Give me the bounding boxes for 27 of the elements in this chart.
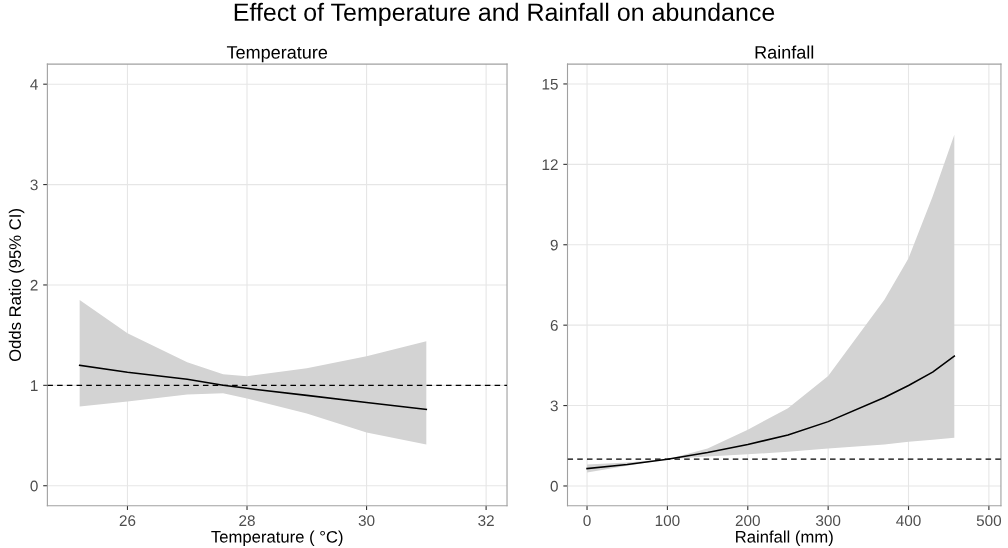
x-axis-title: Temperature ( °C) [211,530,343,546]
y-tick-label: 6 [550,320,558,331]
y-tick-label: 4 [30,79,38,90]
x-tick-label: 32 [478,515,494,527]
chart-subtitle: Rainfall [755,45,814,59]
x-tick-label: 200 [735,515,760,527]
x-tick-label: 500 [976,515,1002,527]
y-tick-label: 9 [550,239,558,251]
y-tick-label: 1 [31,380,38,391]
x-tick-label: 0 [583,515,591,527]
y-tick-label: 3 [30,179,38,191]
x-axis-title: Rainfall (mm) [736,530,833,546]
x-tick-label: 300 [815,515,841,527]
y-axis-title: Odds Ratio (95% CI) [8,209,25,362]
y-tick-label: 15 [542,78,558,90]
y-tick-label: 3 [550,400,558,412]
x-tick-label: 100 [655,515,680,527]
x-tick-label: 30 [358,515,375,527]
x-tick-label: 400 [896,515,921,527]
x-tick-label: 26 [119,515,136,527]
y-tick-label: 0 [550,480,558,492]
x-tick-label: 28 [239,515,255,527]
y-tick-label: 12 [542,159,558,170]
y-tick-label: 0 [30,480,38,492]
y-tick-label: 2 [30,279,38,291]
chart-subtitle: Temperature [226,46,328,63]
chart-title: Effect of Temperature and Rainfall on abundance [234,2,775,27]
